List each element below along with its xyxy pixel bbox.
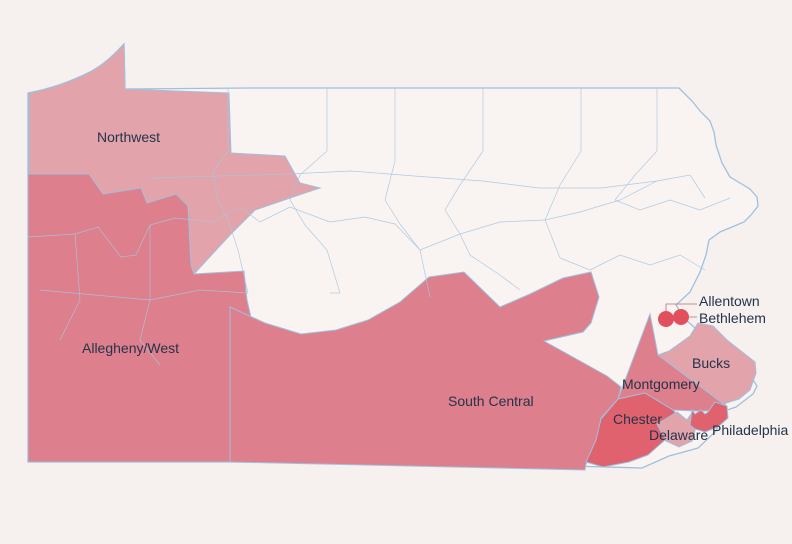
svg-text:Allentown: Allentown xyxy=(699,293,760,309)
svg-text:Delaware: Delaware xyxy=(649,427,708,443)
svg-text:Allegheny/West: Allegheny/West xyxy=(82,340,179,356)
svg-text:Philadelphia: Philadelphia xyxy=(712,422,788,438)
svg-text:Northwest: Northwest xyxy=(97,129,160,145)
svg-text:South Central: South Central xyxy=(448,393,534,409)
svg-text:Bucks: Bucks xyxy=(692,355,730,371)
svg-text:Bethlehem: Bethlehem xyxy=(699,310,766,326)
svg-text:Montgomery: Montgomery xyxy=(622,376,700,392)
svg-text:Chester: Chester xyxy=(613,411,662,427)
